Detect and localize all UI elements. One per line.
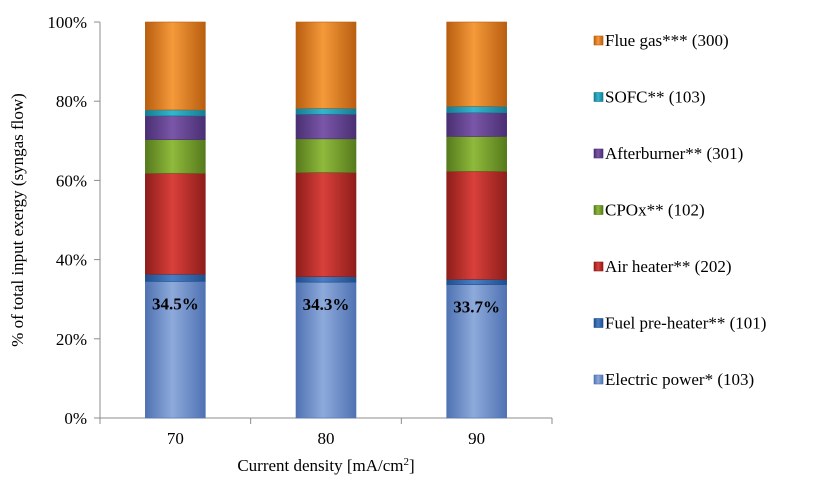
legend-swatch (593, 205, 604, 215)
bar-segment (145, 273, 206, 282)
bar-segment (295, 21, 357, 109)
x-axis-title-superscript: 2 (404, 456, 410, 468)
bars (145, 21, 507, 419)
bar-segment (295, 172, 357, 277)
y-tick-label: 60% (56, 171, 87, 190)
y-tick-label: 40% (56, 251, 87, 270)
x-tick-label: 70 (167, 429, 184, 448)
legend-swatch (593, 318, 604, 328)
data-label: 34.3% (303, 295, 350, 314)
legend-swatch (593, 261, 604, 272)
legend-label: Fuel pre-heater** (101) (605, 314, 766, 333)
y-tick-label: 80% (56, 92, 87, 111)
bar-segment (145, 21, 206, 111)
legend: Flue gas*** (300) SOFC** (103) Afterburner… (593, 31, 766, 389)
x-axis-title-end: ] (409, 456, 415, 475)
bar-segment (145, 109, 206, 117)
data-label: 34.5% (152, 294, 199, 313)
legend-swatch (593, 148, 604, 159)
x-tick-label: 90 (468, 429, 485, 448)
bar-segment (446, 112, 507, 137)
x-axis-title: Current density [mA/cm2] (237, 456, 414, 475)
bar-segment (446, 106, 507, 113)
y-tick-label: 20% (56, 330, 87, 349)
legend-label: Air heater** (202) (605, 257, 732, 276)
bar-segment (145, 139, 206, 174)
x-axis: 70 80 90 (99, 417, 553, 448)
legend-label: Electric power* (103) (605, 370, 754, 389)
bar-segment (295, 138, 357, 173)
legend-swatch (593, 92, 604, 102)
bar-segment (145, 172, 206, 275)
bar-segment (446, 279, 507, 285)
bar-segment (446, 21, 507, 107)
data-label: 33.7% (453, 298, 500, 317)
bar-segment (446, 136, 507, 172)
legend-swatch (593, 35, 604, 46)
bar-segment (145, 115, 206, 140)
x-axis-title-main: Current density [mA/cm (237, 456, 403, 475)
bar-segment (295, 276, 357, 283)
x-tick-label: 80 (318, 429, 335, 448)
y-tick-label: 100% (47, 13, 87, 32)
legend-label: CPOx** (102) (605, 201, 705, 220)
legend-swatch (593, 374, 604, 385)
bar-segment (295, 113, 357, 140)
bar-segment (145, 281, 206, 419)
data-labels: 34.5% 34.3% 33.7% (152, 294, 500, 316)
y-axis: 0% 20% 40% 60% 80% 100% (47, 13, 101, 428)
bar-segment (446, 170, 507, 280)
bar-segment (295, 281, 357, 419)
y-tick-label: 0% (64, 409, 87, 428)
legend-label: Afterburner** (301) (605, 144, 743, 163)
bar-segment (295, 108, 357, 115)
y-axis-title: % of total input exergy (syngas flow) (8, 93, 27, 347)
legend-label: SOFC** (103) (605, 88, 706, 107)
legend-label: Flue gas*** (300) (605, 31, 729, 50)
